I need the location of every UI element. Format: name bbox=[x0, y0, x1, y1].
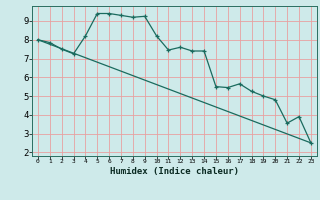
X-axis label: Humidex (Indice chaleur): Humidex (Indice chaleur) bbox=[110, 167, 239, 176]
